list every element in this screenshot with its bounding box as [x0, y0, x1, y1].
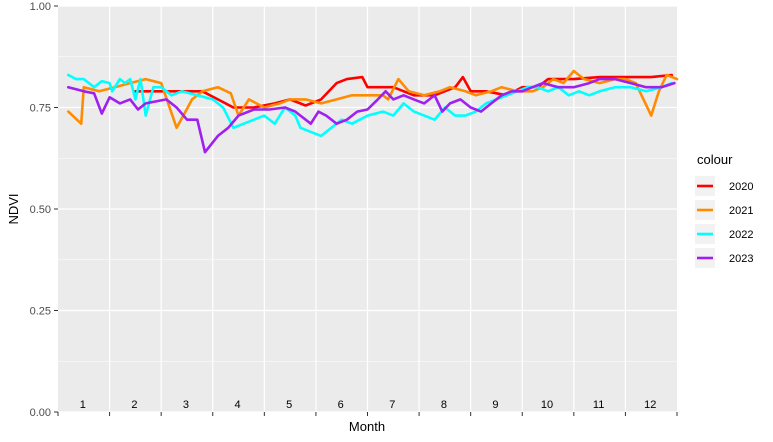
- series-line-2023: [67, 77, 676, 154]
- month-label: 1: [80, 399, 86, 411]
- month-label: 4: [234, 399, 240, 411]
- y-tick-label: 0.75: [30, 103, 51, 115]
- y-tick-label: 0.00: [30, 407, 51, 419]
- y-tick-label: 0.25: [30, 306, 51, 318]
- month-label: 2: [131, 399, 137, 411]
- y-axis-title: NDVI: [6, 193, 21, 224]
- legend-title: colour: [697, 152, 733, 167]
- legend-label-2021: 2021: [729, 205, 753, 217]
- legend: colour 2020 2021 2022 2023: [695, 152, 753, 268]
- month-label: 5: [286, 399, 292, 411]
- x-axis: [57, 412, 678, 416]
- legend-label-2020: 2020: [729, 181, 753, 193]
- x-axis-title: Month: [349, 419, 385, 434]
- legend-label-2023: 2023: [729, 253, 753, 265]
- month-labels: 1 2 3 4 5 6 7 8 9 10 11 12: [80, 399, 657, 411]
- month-label: 12: [644, 399, 656, 411]
- y-tick-label: 0.50: [30, 204, 51, 216]
- series-layer: [67, 69, 679, 154]
- month-label: 10: [541, 399, 553, 411]
- month-label: 11: [593, 399, 604, 411]
- y-tick-label: 1.00: [30, 1, 51, 13]
- major-gridlines: [58, 5, 677, 413]
- month-label: 9: [492, 399, 498, 411]
- month-label: 8: [441, 399, 447, 411]
- month-label: 7: [389, 399, 395, 411]
- legend-label-2022: 2022: [729, 229, 753, 241]
- series-line-2021: [67, 69, 679, 130]
- month-label: 6: [338, 399, 344, 411]
- month-label: 3: [183, 399, 189, 411]
- y-axis: 0.00 0.25 0.50 0.75 1.00: [30, 1, 58, 419]
- series-line-2022: [67, 73, 674, 138]
